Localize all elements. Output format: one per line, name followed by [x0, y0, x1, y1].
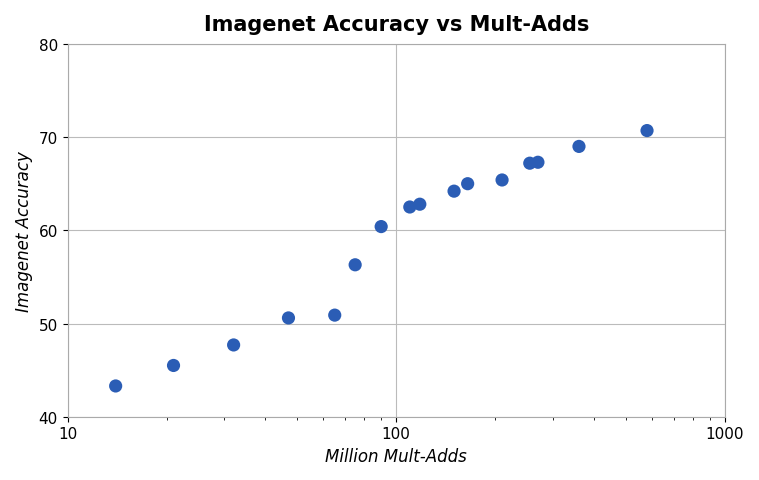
- Point: [375, 223, 387, 231]
- Point: [448, 188, 460, 195]
- Point: [641, 128, 653, 135]
- Point: [349, 262, 361, 269]
- Point: [524, 160, 536, 168]
- Y-axis label: Imagenet Accuracy: Imagenet Accuracy: [15, 151, 33, 311]
- Point: [168, 362, 180, 370]
- Point: [404, 204, 416, 211]
- Point: [329, 312, 341, 319]
- Point: [228, 341, 240, 349]
- Point: [573, 143, 585, 151]
- X-axis label: Million Mult-Adds: Million Mult-Adds: [326, 447, 467, 465]
- Point: [282, 314, 294, 322]
- Point: [109, 382, 121, 390]
- Point: [532, 159, 544, 167]
- Title: Imagenet Accuracy vs Mult-Adds: Imagenet Accuracy vs Mult-Adds: [203, 15, 589, 35]
- Point: [496, 177, 508, 184]
- Point: [461, 180, 474, 188]
- Point: [414, 201, 426, 209]
